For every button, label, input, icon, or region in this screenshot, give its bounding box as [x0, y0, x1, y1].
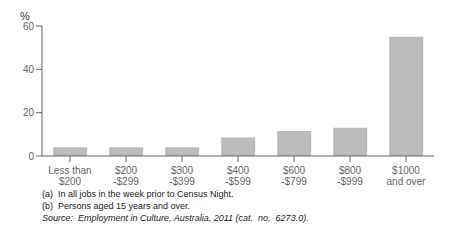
svg-text:$400-$599: $400-$599: [225, 165, 251, 187]
html-text:(b) Persons aged 15 years and: (b) Persons aged 15 years and over.: [42, 201, 191, 211]
svg-text:60: 60: [23, 21, 35, 32]
svg-text:Less than$200: Less than$200: [48, 165, 91, 187]
html-text:(a) In all jobs in the week pr: (a) In all jobs in the week prior to Cen…: [42, 189, 234, 199]
svg-text:%: %: [20, 10, 30, 22]
svg-text:$1000and over: $1000and over: [387, 165, 427, 187]
svg-text:$300-$399: $300-$399: [169, 165, 195, 187]
svg-text:$800-$999: $800-$999: [337, 165, 363, 187]
html-text:Source: Employment in Culture,: Source: Employment in Culture, Australia…: [42, 213, 309, 223]
svg-text:$600-$799: $600-$799: [281, 165, 307, 187]
svg-text:40: 40: [23, 64, 35, 75]
svg-text:20: 20: [23, 107, 35, 118]
svg-text:$200-$299: $200-$299: [113, 165, 139, 187]
svg-text:0: 0: [28, 151, 34, 162]
